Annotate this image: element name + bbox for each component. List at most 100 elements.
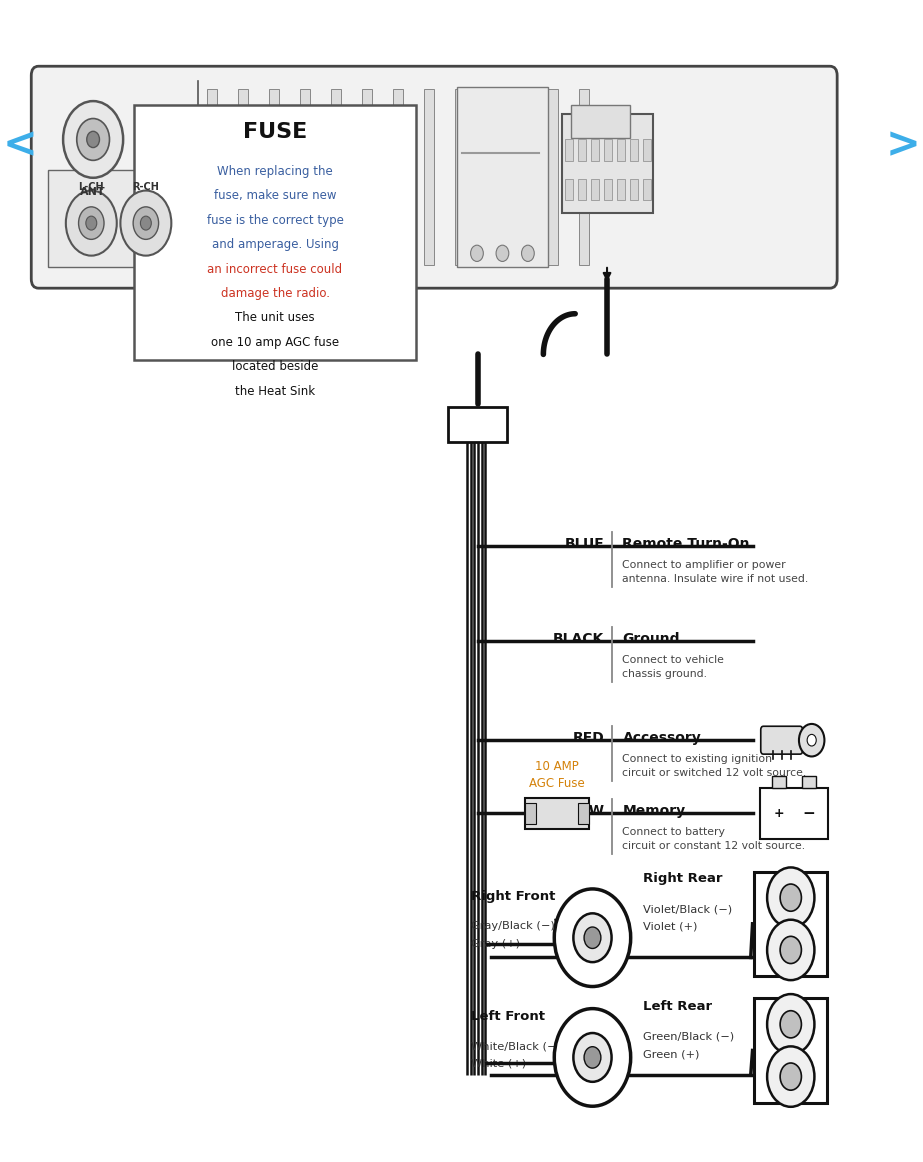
Text: located beside: located beside [232,360,318,373]
Text: White/Black (−): White/Black (−) [471,1041,560,1052]
Text: L-CH: L-CH [78,182,104,192]
Circle shape [807,734,816,746]
Circle shape [767,1046,814,1106]
Circle shape [140,216,151,230]
Text: and amperage. Using: and amperage. Using [211,238,339,251]
Bar [772,776,786,788]
Bar [525,803,536,824]
Text: Memory: Memory [622,804,686,818]
Text: Connect to existing ignition
circuit or switched 12 volt source.: Connect to existing ignition circuit or … [622,754,807,777]
Bar [570,106,629,137]
Text: AGC Fuse: AGC Fuse [529,777,585,790]
Bar [754,872,827,976]
Circle shape [77,119,110,160]
Circle shape [584,1047,601,1068]
Circle shape [573,1033,612,1082]
Bar [565,139,572,160]
Circle shape [521,245,534,261]
Bar [525,798,589,829]
Bar [455,89,465,265]
Circle shape [471,245,484,261]
Text: Right Front: Right Front [471,890,555,903]
Text: Violet (+): Violet (+) [643,921,698,932]
Circle shape [780,937,801,963]
Circle shape [63,101,123,178]
Bar [238,89,247,265]
Circle shape [555,889,630,987]
Bar [485,89,496,265]
Text: R-CH: R-CH [132,182,160,192]
Bar [642,139,651,160]
Text: BLUE: BLUE [565,537,605,551]
Bar [578,179,586,200]
Text: −: − [803,806,815,820]
Bar [330,89,341,265]
Text: Connect to vehicle
chassis ground.: Connect to vehicle chassis ground. [622,655,725,679]
Circle shape [767,868,814,928]
Text: an incorrect fuse could: an incorrect fuse could [208,263,342,275]
Bar [207,89,217,265]
Text: fuse is the correct type: fuse is the correct type [207,214,343,227]
Bar [617,179,625,200]
Bar [393,89,402,265]
Text: >: > [885,124,920,166]
Bar [517,89,527,265]
Circle shape [799,724,824,756]
Text: Ground: Ground [622,632,680,646]
Text: YELLOW: YELLOW [540,804,605,818]
Text: Accessory: Accessory [622,731,701,745]
Circle shape [87,131,100,148]
Circle shape [133,207,159,239]
Bar [578,139,586,160]
Circle shape [767,995,814,1055]
Text: Left Rear: Left Rear [643,1000,713,1013]
Circle shape [584,927,601,948]
Text: Gray (+): Gray (+) [471,939,520,949]
Bar [300,89,310,265]
Circle shape [780,1011,801,1038]
Bar [578,803,589,824]
Bar [802,776,816,788]
Bar [561,114,653,214]
Bar [629,179,638,200]
Text: fuse, make sure new: fuse, make sure new [214,189,336,202]
Text: Remote Turn-On: Remote Turn-On [622,537,750,551]
Text: Violet/Black (−): Violet/Black (−) [643,904,733,914]
Bar [629,139,638,160]
Text: Green (+): Green (+) [643,1049,700,1060]
Text: RED: RED [572,731,605,745]
Bar [548,89,557,265]
Circle shape [78,207,104,239]
Bar [591,179,599,200]
Text: 10 AMP: 10 AMP [535,760,579,773]
Bar [269,89,279,265]
FancyBboxPatch shape [761,726,803,754]
Text: Connect to amplifier or power
antenna. Insulate wire if not used.: Connect to amplifier or power antenna. I… [622,560,809,583]
Text: <: < [3,124,38,166]
Bar [617,139,625,160]
Text: Left Front: Left Front [471,1010,545,1023]
Text: When replacing the: When replacing the [217,165,333,178]
Circle shape [767,920,814,981]
Bar [754,998,827,1103]
Bar [48,170,198,267]
Text: one 10 amp AGC fuse: one 10 amp AGC fuse [211,336,339,349]
Bar [579,89,589,265]
Circle shape [573,913,612,962]
Circle shape [780,1063,801,1090]
Text: The unit uses: The unit uses [235,311,315,324]
Bar [134,105,416,360]
Text: Connect to battery
circuit or constant 12 volt source.: Connect to battery circuit or constant 1… [622,827,806,851]
Text: ANT: ANT [80,187,106,196]
Bar [457,87,548,267]
Text: the Heat Sink: the Heat Sink [235,385,315,397]
Circle shape [86,216,97,230]
Bar [642,179,651,200]
Text: White (+): White (+) [471,1059,526,1069]
Text: BLACK: BLACK [553,632,605,646]
Circle shape [66,191,117,256]
Bar [448,407,507,442]
Bar [604,139,612,160]
Bar [565,179,572,200]
Text: Green/Black (−): Green/Black (−) [643,1032,735,1042]
